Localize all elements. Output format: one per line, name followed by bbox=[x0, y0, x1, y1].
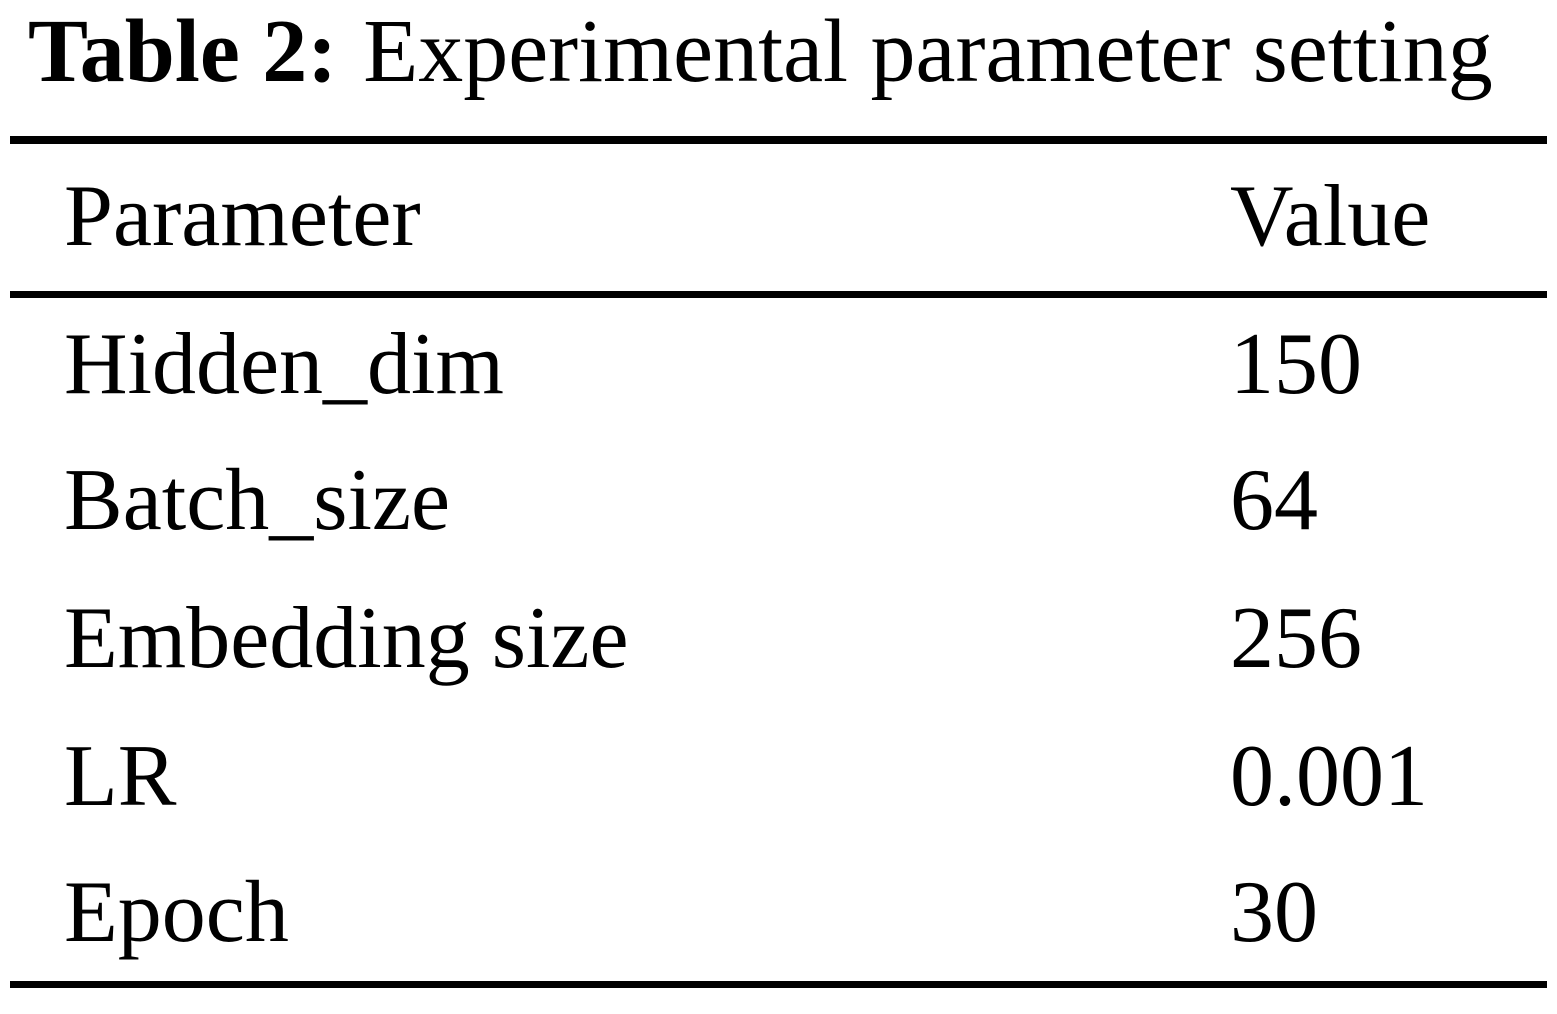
table-row: LR 0.001 bbox=[10, 708, 1547, 846]
param-name-cell: LR bbox=[64, 728, 177, 825]
table-row: Embedding size 256 bbox=[10, 570, 1547, 708]
table-row: Hidden_dim 150 bbox=[10, 294, 1547, 432]
parameter-table: Parameter Value Hidden_dim 150 Batch_siz… bbox=[10, 136, 1547, 988]
table-header: Parameter Value bbox=[10, 140, 1547, 298]
param-value-cell: 64 bbox=[1230, 452, 1318, 549]
param-name-cell: Embedding size bbox=[64, 590, 629, 687]
param-value-cell: 30 bbox=[1230, 864, 1318, 962]
table-row: Batch_size 64 bbox=[10, 432, 1547, 570]
table-row: Epoch 30 bbox=[10, 846, 1547, 984]
table-body: Hidden_dim 150 Batch_size 64 Embedding s… bbox=[10, 294, 1547, 984]
column-header-parameter: Parameter bbox=[10, 140, 1230, 298]
table-caption: Table 2: Experimental parameter setting bbox=[0, 0, 1557, 136]
param-value-cell: 0.001 bbox=[1230, 728, 1428, 825]
param-name-cell: Batch_size bbox=[64, 452, 451, 549]
table-header-row: Parameter Value bbox=[10, 140, 1547, 298]
param-value-cell: 150 bbox=[1230, 315, 1362, 413]
param-name-cell: Epoch bbox=[64, 864, 289, 962]
param-name-cell: Hidden_dim bbox=[64, 315, 504, 413]
column-header-value: Value bbox=[1230, 140, 1547, 298]
table-caption-label: Table 2: bbox=[28, 2, 338, 101]
param-value-cell: 256 bbox=[1230, 590, 1362, 687]
table-caption-text: Experimental parameter setting bbox=[363, 2, 1493, 101]
